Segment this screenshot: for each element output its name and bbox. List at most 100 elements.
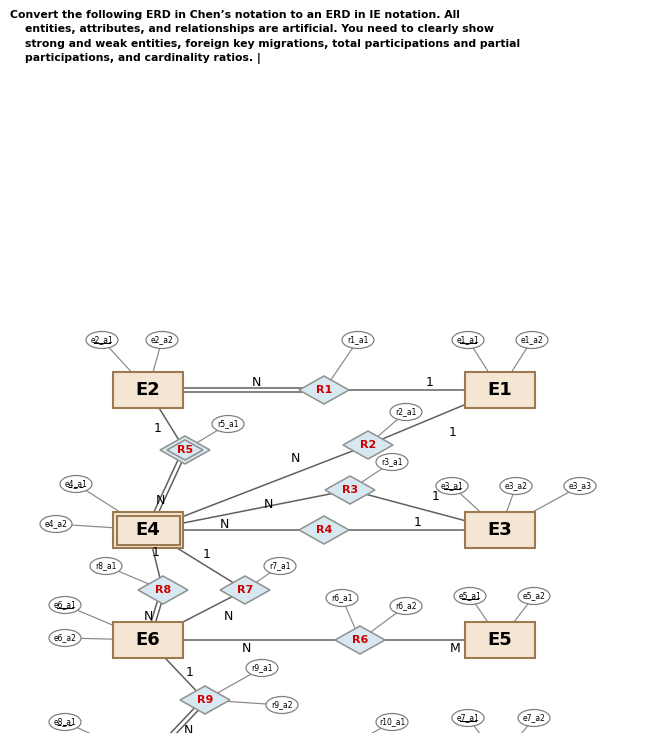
Ellipse shape: [40, 515, 72, 532]
Text: R7: R7: [237, 585, 253, 595]
Text: e6_a2: e6_a2: [54, 633, 76, 643]
Text: 1: 1: [203, 548, 211, 561]
Ellipse shape: [342, 331, 374, 348]
Polygon shape: [299, 516, 349, 544]
Text: N: N: [155, 493, 165, 507]
Text: e5_a2: e5_a2: [523, 592, 545, 600]
Text: 1: 1: [152, 545, 160, 559]
Text: N: N: [224, 610, 233, 622]
Text: e4_a2: e4_a2: [45, 520, 67, 528]
Text: r8_a1: r8_a1: [96, 561, 117, 570]
Ellipse shape: [454, 588, 486, 605]
Ellipse shape: [86, 331, 118, 348]
FancyBboxPatch shape: [113, 512, 183, 548]
Ellipse shape: [376, 713, 408, 731]
Text: e3_a1: e3_a1: [441, 482, 463, 490]
Ellipse shape: [516, 331, 548, 348]
Ellipse shape: [518, 710, 550, 726]
Polygon shape: [180, 686, 230, 714]
Ellipse shape: [564, 477, 596, 495]
FancyBboxPatch shape: [465, 372, 535, 408]
Text: N: N: [251, 377, 261, 389]
Ellipse shape: [376, 454, 408, 471]
Text: E5: E5: [488, 631, 512, 649]
Text: e6_a1: e6_a1: [54, 600, 76, 610]
Text: M: M: [450, 641, 461, 655]
Text: E2: E2: [136, 381, 160, 399]
Text: E3: E3: [488, 521, 512, 539]
Text: N: N: [219, 518, 229, 531]
Text: e1_a1: e1_a1: [457, 336, 479, 345]
Ellipse shape: [90, 558, 122, 575]
Text: e3_a2: e3_a2: [505, 482, 527, 490]
FancyBboxPatch shape: [113, 372, 183, 408]
Text: e5_a1: e5_a1: [459, 592, 481, 600]
Ellipse shape: [500, 477, 532, 495]
Polygon shape: [299, 376, 349, 404]
Ellipse shape: [266, 696, 298, 713]
Text: r3_a1: r3_a1: [381, 457, 402, 466]
Ellipse shape: [452, 331, 484, 348]
Text: e4_a1: e4_a1: [65, 479, 87, 488]
Polygon shape: [325, 476, 375, 504]
Ellipse shape: [60, 476, 92, 493]
Text: R9: R9: [197, 695, 213, 705]
Text: 1: 1: [426, 377, 434, 389]
Text: R8: R8: [155, 585, 171, 595]
Ellipse shape: [390, 403, 422, 421]
Text: e8_a1: e8_a1: [54, 718, 76, 726]
Text: Convert the following ERD in Chen’s notation to an ERD in IE notation. All
    e: Convert the following ERD in Chen’s nota…: [10, 10, 520, 65]
Text: R4: R4: [316, 525, 332, 535]
Ellipse shape: [518, 588, 550, 605]
Text: R3: R3: [342, 485, 358, 495]
Text: r7_a1: r7_a1: [269, 561, 291, 570]
Text: e1_a2: e1_a2: [521, 336, 543, 345]
Ellipse shape: [326, 589, 358, 606]
Text: R1: R1: [316, 385, 332, 395]
Text: 1: 1: [414, 515, 422, 528]
Text: r9_a2: r9_a2: [271, 701, 293, 710]
Ellipse shape: [212, 416, 244, 432]
Text: e7_a1: e7_a1: [457, 713, 479, 723]
Text: N: N: [242, 641, 251, 655]
Ellipse shape: [49, 713, 81, 731]
Text: r6_a2: r6_a2: [395, 602, 417, 611]
Text: 1: 1: [186, 666, 194, 679]
Ellipse shape: [246, 660, 278, 677]
Text: e2_a2: e2_a2: [151, 336, 173, 345]
Ellipse shape: [452, 710, 484, 726]
Text: e7_a2: e7_a2: [523, 713, 545, 723]
Text: R5: R5: [177, 445, 193, 455]
Text: R6: R6: [352, 635, 368, 645]
Text: E1: E1: [488, 381, 512, 399]
Text: 1: 1: [154, 421, 162, 435]
Text: N: N: [290, 452, 300, 465]
FancyBboxPatch shape: [465, 512, 535, 548]
Text: r1_a1: r1_a1: [348, 336, 369, 345]
Text: r5_a1: r5_a1: [217, 419, 239, 429]
FancyBboxPatch shape: [465, 622, 535, 658]
Ellipse shape: [146, 331, 178, 348]
Ellipse shape: [390, 597, 422, 614]
Text: e2_a1: e2_a1: [90, 336, 114, 345]
Text: N: N: [183, 723, 193, 733]
Text: r6_a1: r6_a1: [331, 594, 353, 603]
Text: 1: 1: [432, 490, 440, 503]
Ellipse shape: [49, 597, 81, 614]
Polygon shape: [160, 436, 210, 464]
Text: r2_a1: r2_a1: [395, 408, 417, 416]
Text: E6: E6: [136, 631, 160, 649]
Text: e3_a3: e3_a3: [568, 482, 592, 490]
Ellipse shape: [49, 630, 81, 647]
Polygon shape: [138, 576, 188, 604]
Ellipse shape: [436, 477, 468, 495]
Text: E4: E4: [136, 521, 160, 539]
Ellipse shape: [264, 558, 296, 575]
Text: N: N: [264, 498, 273, 512]
Polygon shape: [220, 576, 270, 604]
Text: r10_a1: r10_a1: [379, 718, 405, 726]
Polygon shape: [343, 431, 393, 459]
Text: N: N: [143, 611, 152, 624]
Polygon shape: [335, 626, 385, 654]
Text: R2: R2: [360, 440, 376, 450]
